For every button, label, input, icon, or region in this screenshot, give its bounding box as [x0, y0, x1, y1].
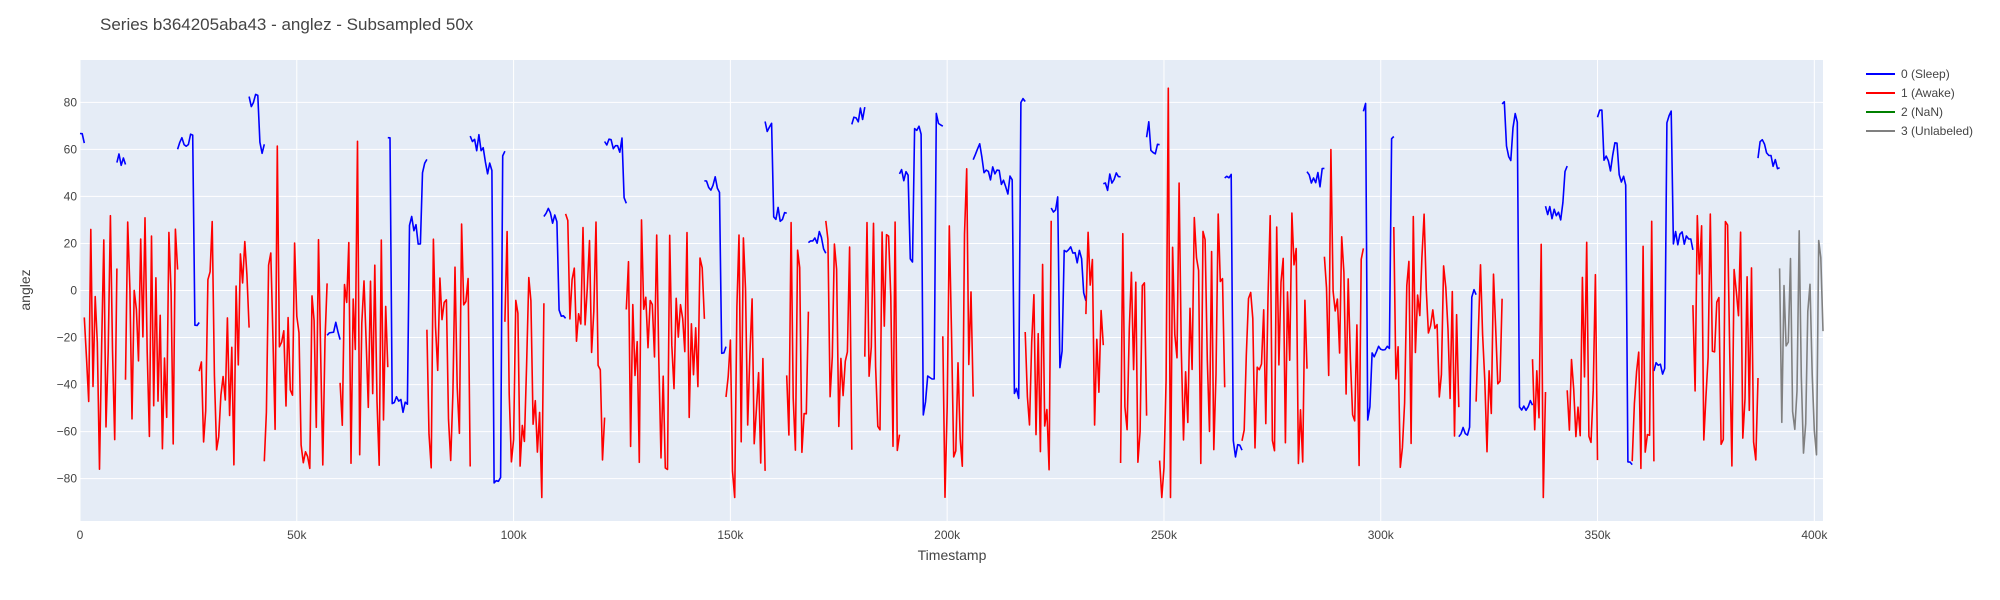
- x-axis-ticks: 0 50k 100k 150k 200k 250k 300k 350k 400k: [77, 528, 1829, 542]
- y-tick-label: −60: [57, 425, 78, 439]
- series-line-0: [1757, 138, 1780, 170]
- y-tick-label: −40: [57, 378, 78, 392]
- series-line-0: [704, 176, 727, 355]
- series-line-1: [625, 219, 706, 471]
- legend-label: 0 (Sleep): [1901, 67, 1950, 81]
- series-line-1: [504, 230, 545, 499]
- legend-item[interactable]: 1 (Awake): [1866, 86, 1955, 100]
- legend-item[interactable]: 2 (NaN): [1866, 105, 1943, 119]
- legend-label: 2 (NaN): [1901, 105, 1943, 119]
- series-line-0: [1653, 110, 1694, 375]
- series-line-1: [1241, 212, 1308, 465]
- y-tick-label: 80: [64, 95, 78, 109]
- x-axis-title: Timestamp: [918, 547, 987, 563]
- x-tick-label: 100k: [501, 528, 528, 542]
- chart-title: Series b364205aba43 - anglez - Subsample…: [100, 15, 474, 34]
- legend-label: 1 (Awake): [1901, 86, 1955, 100]
- series-line-0: [1306, 167, 1325, 188]
- series-line-1: [1631, 220, 1655, 470]
- series-line-1: [785, 221, 810, 454]
- series-line-1: [1393, 213, 1460, 469]
- series-line-0: [1362, 102, 1395, 421]
- legend-item[interactable]: 0 (Sleep): [1866, 67, 1950, 81]
- series-line-0: [1145, 121, 1160, 155]
- x-tick-label: 0: [77, 528, 84, 542]
- series-line-1: [1531, 243, 1547, 499]
- legend[interactable]: 0 (Sleep) 1 (Awake) 2 (NaN) 3 (Unlabeled): [1866, 67, 1973, 138]
- series-line-0: [1103, 172, 1121, 192]
- series-line-0: [898, 112, 944, 416]
- series-line-1: [1085, 231, 1105, 426]
- x-tick-label: 400k: [1801, 528, 1828, 542]
- series-line-0: [1501, 100, 1534, 412]
- series-line-0: [469, 133, 506, 484]
- grid-lines: [79, 60, 1823, 521]
- series-line-1: [864, 221, 901, 452]
- legend-item[interactable]: 3 (Unlabeled): [1866, 124, 1973, 138]
- legend-label: 3 (Unlabeled): [1901, 124, 1973, 138]
- series-line-1: [263, 145, 328, 470]
- series-line-0: [972, 97, 1026, 400]
- y-tick-label: 20: [64, 236, 78, 250]
- series-line-0: [851, 106, 866, 125]
- series-line-1: [1119, 232, 1148, 464]
- series-line-0: [79, 132, 86, 144]
- x-tick-label: 50k: [287, 528, 307, 542]
- series-line-1: [1475, 263, 1503, 453]
- series-line-0: [1050, 196, 1087, 369]
- series-line-1: [564, 213, 606, 461]
- y-axis-title: anglez: [17, 269, 33, 310]
- y-axis-ticks: −80 −60 −40 −20 0 20 40 60 80: [57, 95, 78, 485]
- series-line-1: [725, 234, 766, 499]
- series-line-0: [764, 121, 787, 223]
- x-tick-label: 250k: [1151, 528, 1178, 542]
- series-line-0: [603, 137, 628, 204]
- series-line-3: [1778, 230, 1824, 456]
- y-tick-label: 40: [64, 189, 78, 203]
- series-line-0: [176, 133, 200, 327]
- series-line-0: [543, 207, 567, 319]
- series-line-1: [339, 140, 389, 467]
- series-line-1: [1566, 241, 1599, 461]
- series-line-0: [326, 321, 341, 340]
- data-lines: [79, 87, 1824, 499]
- series-line-0: [1596, 109, 1633, 466]
- series-line-1: [1323, 148, 1365, 467]
- series-line-0: [1544, 165, 1568, 221]
- series-line-0: [387, 136, 428, 414]
- y-tick-label: −20: [57, 331, 78, 345]
- series-line-1: [83, 214, 118, 471]
- y-tick-label: −80: [57, 472, 78, 486]
- series-line-1: [124, 217, 179, 450]
- series-line-0: [1224, 173, 1243, 458]
- y-tick-label: 60: [64, 142, 78, 156]
- series-line-1: [198, 220, 250, 466]
- series-line-1: [426, 223, 471, 469]
- series-line-1: [942, 168, 974, 499]
- series-line-0: [116, 153, 127, 167]
- series-line-0: [1458, 288, 1477, 438]
- x-tick-label: 300k: [1368, 528, 1395, 542]
- x-tick-label: 200k: [934, 528, 961, 542]
- series-line-1: [825, 220, 853, 450]
- y-tick-label: 0: [70, 284, 77, 298]
- series-line-1: [1024, 220, 1052, 471]
- series-line-1: [1158, 87, 1226, 499]
- x-tick-label: 150k: [717, 528, 744, 542]
- series-line-0: [248, 93, 266, 155]
- series-line-1: [1692, 213, 1759, 467]
- x-tick-label: 350k: [1585, 528, 1612, 542]
- series-line-0: [807, 230, 827, 254]
